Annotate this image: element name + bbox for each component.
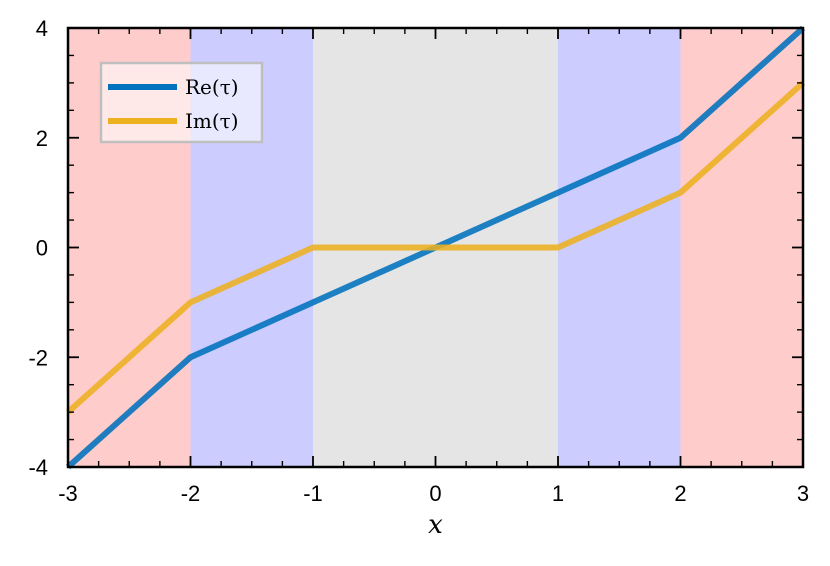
im-tau-line: [65, 80, 806, 415]
axes: -3 -2 -1 0 1 2 3 -4 -2 0 2 4: [28, 16, 809, 506]
x-tick-label: 0: [429, 481, 441, 506]
region-band: [558, 28, 681, 467]
legend-box: [99, 61, 264, 144]
x-tick-label: -3: [58, 481, 78, 506]
y-tick-label: -2: [28, 345, 48, 370]
y-tick-label: 2: [36, 126, 48, 151]
legend-label: Im(τ): [185, 109, 239, 133]
x-tick-label: -1: [303, 481, 323, 506]
y-tick-label: 4: [36, 16, 48, 41]
legend-label: Re(τ): [185, 75, 239, 99]
x-tick-label: 1: [552, 481, 564, 506]
region-band: [680, 28, 803, 467]
x-tick-label: 2: [674, 481, 686, 506]
x-tick-label: -2: [181, 481, 201, 506]
legend: Re(τ) Im(τ): [99, 61, 264, 144]
y-tick-label: -4: [28, 455, 48, 480]
series-lines: [65, 25, 806, 470]
x-tick-label: 3: [797, 481, 809, 506]
y-tick-label: 0: [36, 236, 48, 261]
x-axis-title: x: [428, 510, 443, 540]
